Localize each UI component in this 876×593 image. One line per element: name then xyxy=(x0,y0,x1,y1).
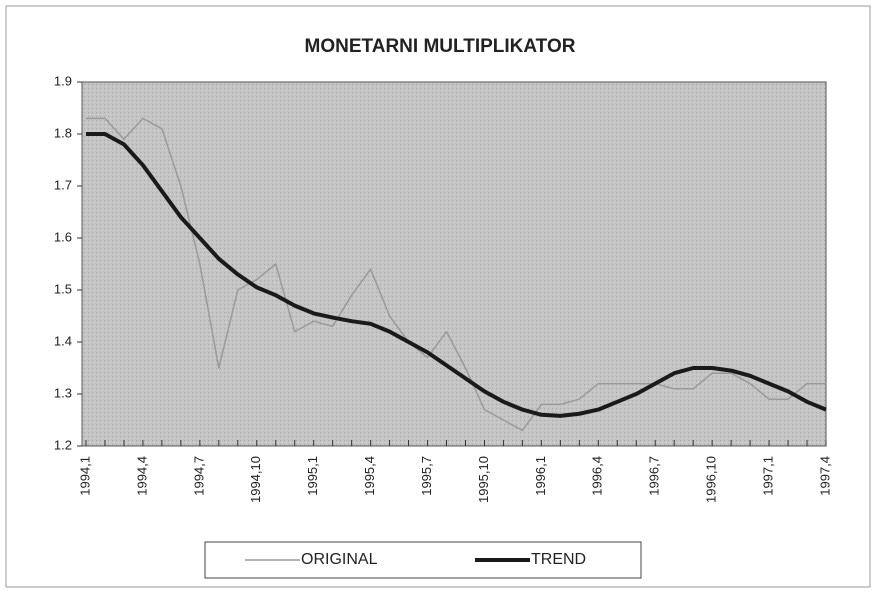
x-tick-label: 1995,10 xyxy=(476,456,491,503)
y-tick-label: 1.5 xyxy=(54,281,72,296)
series-line xyxy=(86,132,827,418)
y-tick-label: 1.3 xyxy=(54,385,72,400)
chart-title: MONETARNI MULTIPLIKATOR xyxy=(305,36,576,57)
x-tick-label: 1996,4 xyxy=(590,456,605,496)
x-tick-label: 1994,10 xyxy=(248,456,263,503)
x-tick-label: 1994,7 xyxy=(191,456,206,496)
y-tick-label: 1.6 xyxy=(54,229,72,244)
series-line xyxy=(86,117,826,432)
legend-label: TREND xyxy=(531,551,586,568)
x-tick-label: 1996,7 xyxy=(647,456,662,496)
y-tick-label: 1.9 xyxy=(54,73,72,88)
y-tick-label: 1.7 xyxy=(54,177,72,192)
y-tick-label: 1.8 xyxy=(54,125,72,140)
x-tick-label: 1997,1 xyxy=(761,456,776,496)
y-tick-label: 1.2 xyxy=(54,437,72,452)
x-tick-label: 1994,4 xyxy=(134,456,149,496)
x-tick-label: 1995,4 xyxy=(362,456,377,496)
x-tick-label: 1995,1 xyxy=(305,456,320,496)
x-tick-label: 1996,1 xyxy=(533,456,548,496)
x-tick-label: 1997,4 xyxy=(817,456,832,496)
x-tick-label: 1994,1 xyxy=(77,456,92,496)
legend-label: ORIGINAL xyxy=(301,551,378,568)
x-tick-label: 1995,7 xyxy=(419,456,434,496)
y-tick-label: 1.4 xyxy=(54,333,72,348)
plot-area xyxy=(81,81,827,447)
x-tick-label: 1996,10 xyxy=(704,456,719,503)
